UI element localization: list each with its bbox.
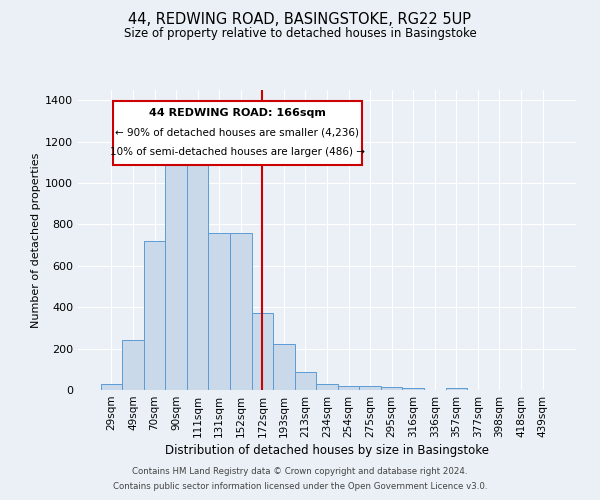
Bar xyxy=(359,386,381,390)
Bar xyxy=(446,388,467,390)
Text: Contains public sector information licensed under the Open Government Licence v3: Contains public sector information licen… xyxy=(113,482,487,491)
Bar xyxy=(381,387,403,390)
Bar xyxy=(230,233,251,390)
Bar xyxy=(122,340,144,390)
FancyBboxPatch shape xyxy=(113,100,362,165)
Bar xyxy=(273,344,295,390)
Bar xyxy=(187,158,208,390)
Text: 44, REDWING ROAD, BASINGSTOKE, RG22 5UP: 44, REDWING ROAD, BASINGSTOKE, RG22 5UP xyxy=(128,12,472,28)
X-axis label: Distribution of detached houses by size in Basingstoke: Distribution of detached houses by size … xyxy=(165,444,489,457)
Text: 44 REDWING ROAD: 166sqm: 44 REDWING ROAD: 166sqm xyxy=(149,108,326,118)
Bar xyxy=(166,162,187,390)
Text: ← 90% of detached houses are smaller (4,236): ← 90% of detached houses are smaller (4,… xyxy=(115,128,359,138)
Bar xyxy=(338,386,359,390)
Bar xyxy=(101,384,122,390)
Bar xyxy=(208,233,230,390)
Bar xyxy=(316,384,338,390)
Bar xyxy=(144,241,166,390)
Bar xyxy=(251,314,273,390)
Bar xyxy=(403,388,424,390)
Text: Size of property relative to detached houses in Basingstoke: Size of property relative to detached ho… xyxy=(124,28,476,40)
Y-axis label: Number of detached properties: Number of detached properties xyxy=(31,152,41,328)
Text: 10% of semi-detached houses are larger (486) →: 10% of semi-detached houses are larger (… xyxy=(110,147,365,157)
Text: Contains HM Land Registry data © Crown copyright and database right 2024.: Contains HM Land Registry data © Crown c… xyxy=(132,467,468,476)
Bar xyxy=(295,372,316,390)
